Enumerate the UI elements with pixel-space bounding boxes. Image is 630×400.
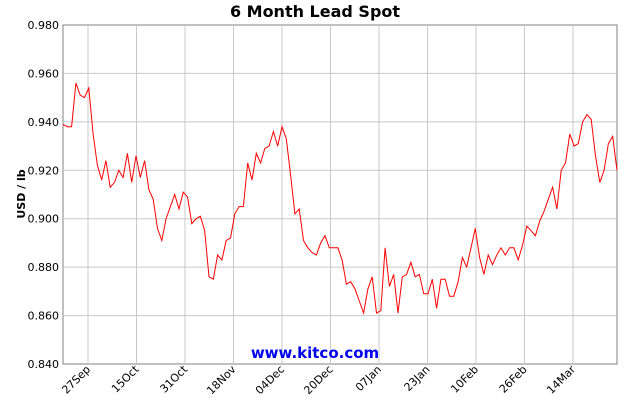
y-tick-label: 0.980 (28, 19, 60, 32)
x-tick-label: 07Jan (353, 363, 384, 394)
y-tick-label: 0.900 (28, 213, 60, 226)
x-tick-label: 31Oct (158, 362, 191, 395)
y-tick-label: 0.920 (28, 164, 60, 177)
x-tick-label: 15Oct (109, 362, 142, 395)
grid-lines (63, 25, 617, 364)
y-axis-ticks: 0.840 0.860 0.880 0.900 0.920 0.940 0.960 0.980 (28, 19, 60, 371)
y-tick-label: 0.940 (28, 116, 60, 129)
x-tick-label: 04Dec (253, 363, 287, 397)
plot-area (62, 24, 618, 365)
x-tick-label: 14Mar (544, 363, 578, 397)
x-tick-label: 27Sep (59, 363, 93, 397)
x-tick-label: 18Nov (204, 363, 239, 398)
x-tick-label: 20Dec (301, 363, 335, 397)
y-tick-label: 0.960 (28, 67, 60, 80)
x-axis-ticks: 27Sep 15Oct 31Oct 18Nov 04Dec 20Dec 07Jan 23Jan… (59, 362, 578, 397)
kitco-watermark: www.kitco.com (251, 344, 379, 362)
y-tick-label: 0.860 (28, 310, 60, 323)
x-tick-label: 10Feb (448, 363, 481, 396)
y-axis-label: USD / lb (15, 169, 28, 218)
chart-title: 6 Month Lead Spot (230, 2, 400, 21)
x-tick-label: 26Feb (497, 363, 530, 396)
series-layer (62, 82, 618, 316)
lead-price-line (62, 82, 618, 316)
x-tick-label: 23Jan (402, 363, 433, 394)
y-tick-label: 0.880 (28, 261, 60, 274)
y-tick-label: 0.840 (28, 358, 60, 371)
